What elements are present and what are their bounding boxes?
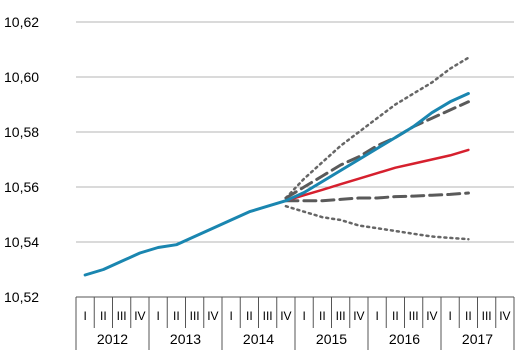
quarter-label: IV [207, 309, 218, 323]
quarter-label: II [465, 309, 472, 323]
quarter-label: IV [499, 309, 510, 323]
x-axis: I II III IV I II III IV I II III IV I II III IV I II III IV… [75, 296, 515, 350]
quarter-label: II [173, 309, 180, 323]
quarter-label: II [392, 309, 399, 323]
quarter-label: II [100, 309, 107, 323]
quarter-label: I [448, 309, 451, 323]
quarter-label: IV [426, 309, 437, 323]
series-line-dashed-lower [284, 191, 470, 203]
y-tick-label: 10,60 [4, 69, 39, 85]
year-label: 2017 [462, 331, 493, 347]
y-tick-label: 10,52 [4, 289, 39, 305]
quarter-label: I [83, 309, 86, 323]
quarter-label: I [302, 309, 305, 323]
quarter-label: III [482, 309, 492, 323]
quarter-label: IV [134, 309, 145, 323]
quarter-label: IV [280, 309, 291, 323]
series-lines [83, 56, 470, 277]
series-line-dashed-upper [284, 100, 470, 200]
y-axis-tick-labels: 10,52 10,54 10,56 10,58 10,60 10,62 [4, 14, 39, 305]
y-tick-label: 10,58 [4, 124, 39, 140]
quarter-label: I [375, 309, 378, 323]
series-line-dotted-lower [284, 204, 470, 241]
year-label: 2013 [170, 331, 201, 347]
series-line-actual [83, 92, 470, 277]
y-tick-label: 10,56 [4, 179, 39, 195]
quarter-label: III [409, 309, 419, 323]
quarter-label: I [156, 309, 159, 323]
quarter-label: II [319, 309, 326, 323]
series-line-baseline [284, 148, 470, 202]
quarter-label: II [246, 309, 253, 323]
gridlines [76, 21, 514, 243]
series-line-dotted-upper [284, 56, 470, 200]
year-label: 2014 [243, 331, 274, 347]
year-label: 2015 [316, 331, 347, 347]
year-label: 2016 [389, 331, 420, 347]
quarter-label: IV [353, 309, 364, 323]
y-tick-label: 10,62 [4, 14, 39, 30]
y-tick-label: 10,54 [4, 234, 39, 250]
quarter-label: III [336, 309, 346, 323]
quarter-label: III [117, 309, 127, 323]
quarter-label: III [190, 309, 200, 323]
quarter-label: III [263, 309, 273, 323]
quarter-label: I [229, 309, 232, 323]
year-label: 2012 [97, 331, 128, 347]
